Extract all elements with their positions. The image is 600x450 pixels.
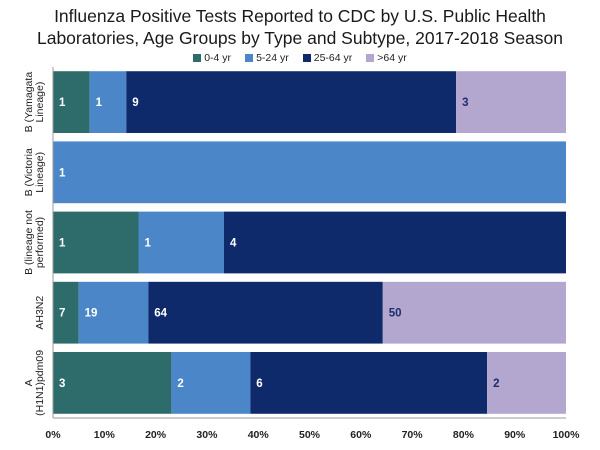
- bar-segment-2-1: [138, 211, 224, 274]
- legend-label-1: 5-24 yr: [256, 52, 289, 64]
- x-tick-label-7: 70%: [402, 429, 424, 441]
- legend-swatch-1: [245, 54, 254, 62]
- category-label-3: AH3N2: [34, 296, 46, 330]
- bar-segment-0-3: [456, 71, 566, 133]
- category-label-4: A (H1N1)pdm09: [23, 350, 46, 416]
- bar-segment-4-3: [487, 352, 566, 414]
- legend: 0-4 yr 5-24 yr 25-64 yr >64 yr: [0, 51, 600, 65]
- x-tick-label-6: 60%: [350, 429, 372, 441]
- data-label-4-1: 2: [177, 378, 183, 390]
- category-label-line-0-0: B (Yamagata: [23, 72, 35, 133]
- data-label-0-1: 1: [96, 97, 103, 109]
- data-label-2-2: 4: [230, 238, 237, 250]
- legend-swatch-3: [366, 54, 375, 62]
- bar-segment-0-0: [53, 71, 90, 133]
- category-label-0: B (Yamagata Lineage): [23, 72, 46, 133]
- data-label-3-1: 19: [85, 308, 98, 320]
- bar-segment-2-0: [53, 211, 139, 274]
- category-label-line-1-0: B (Victoria: [23, 148, 35, 196]
- bar-segment-4-1: [171, 352, 251, 414]
- legend-swatch-2: [302, 54, 311, 62]
- x-tick-label-9: 90%: [504, 429, 526, 441]
- category-label-line-3-0: AH3N2: [34, 296, 46, 330]
- x-tick-label-8: 80%: [453, 429, 475, 441]
- category-label-2: B (lineage not performed): [23, 210, 46, 275]
- x-tick-label-3: 30%: [196, 429, 218, 441]
- legend-item-0: 0-4 yr: [193, 51, 231, 65]
- data-label-4-2: 6: [256, 378, 262, 390]
- category-label-line-2-0: B (lineage not: [23, 210, 35, 275]
- x-tick-label-0: 0%: [45, 429, 61, 441]
- legend-item-3: >64 yr: [366, 51, 407, 65]
- x-tick-label-5: 50%: [299, 429, 321, 441]
- legend-item-1: 5-24 yr: [245, 51, 289, 65]
- category-label-line-4-0: A: [23, 379, 35, 386]
- bar-segment-0-1: [89, 71, 127, 133]
- category-label-line-2-1: performed): [34, 217, 46, 268]
- category-label-line-1-1: Lineage): [34, 152, 46, 193]
- data-label-2-1: 1: [145, 238, 152, 250]
- data-label-0-2: 9: [132, 97, 138, 109]
- chart-title-line-1: Influenza Positive Tests Reported to CDC…: [54, 6, 546, 26]
- x-tick-label-2: 20%: [145, 429, 167, 441]
- bar-segment-0-2: [126, 71, 457, 133]
- data-label-4-0: 3: [59, 378, 65, 390]
- bar-segment-3-0: [53, 281, 79, 344]
- data-label-3-2: 64: [154, 308, 167, 320]
- x-tick-label-10: 100%: [553, 429, 581, 441]
- legend-label-3: >64 yr: [377, 52, 407, 64]
- legend-item-2: 25-64 yr: [302, 51, 353, 65]
- legend-label-2: 25-64 yr: [313, 52, 353, 64]
- bar-segment-3-1: [78, 281, 149, 344]
- bar-segment-1-1: [53, 141, 566, 204]
- category-label-line-4-1: (H1N1)pdm09: [34, 350, 46, 416]
- legend-label-0: 0-4 yr: [204, 52, 232, 64]
- data-label-0-3: 3: [462, 97, 468, 109]
- bar-segment-4-0: [53, 352, 172, 414]
- category-label-line-0-1: Lineage): [34, 82, 46, 123]
- data-label-0-0: 1: [59, 97, 66, 109]
- data-label-4-3: 2: [493, 378, 499, 390]
- chart-title-line-2: Laboratories, Age Groups by Type and Sub…: [36, 28, 564, 48]
- data-label-1-1: 1: [59, 167, 66, 179]
- bar-segment-4-2: [250, 352, 488, 414]
- data-label-2-0: 1: [59, 238, 66, 250]
- x-tick-label-1: 10%: [94, 429, 116, 441]
- legend-swatch-0: [193, 54, 202, 62]
- data-label-3-3: 50: [389, 308, 402, 320]
- bar-segment-3-3: [382, 281, 566, 344]
- category-label-1: B (Victoria Lineage): [23, 148, 46, 196]
- x-tick-label-4: 40%: [248, 429, 270, 441]
- data-label-3-0: 7: [59, 308, 65, 320]
- bar-segment-3-2: [148, 281, 383, 344]
- bar-segment-2-2: [224, 211, 566, 274]
